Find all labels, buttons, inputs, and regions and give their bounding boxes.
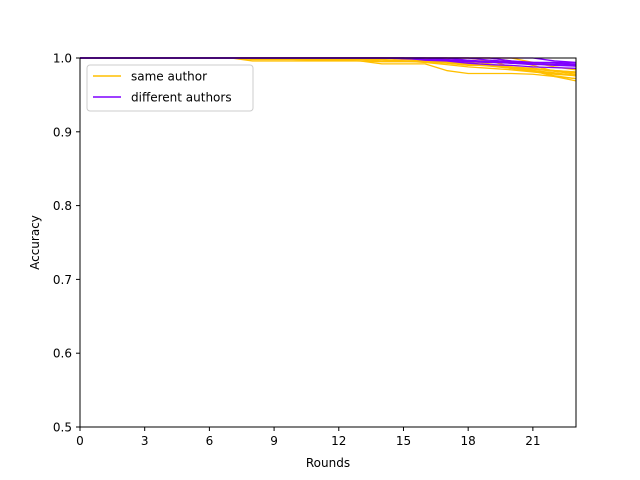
y-tick-label: 0.7 xyxy=(53,273,72,287)
x-axis-label: Rounds xyxy=(306,456,350,470)
y-tick-label: 0.5 xyxy=(53,421,72,435)
x-tick-label: 15 xyxy=(396,434,411,448)
x-tick-label: 6 xyxy=(206,434,214,448)
legend-label-1: different authors xyxy=(131,91,232,105)
x-axis: 0 3 6 9 12 15 18 21 xyxy=(76,427,541,448)
x-tick-label: 21 xyxy=(525,434,540,448)
legend-frame xyxy=(86,64,254,112)
y-tick-label: 0.8 xyxy=(53,199,72,213)
x-tick-label: 3 xyxy=(141,434,149,448)
legend-label-0: same author xyxy=(131,70,207,84)
y-tick-label: 0.6 xyxy=(53,347,72,361)
y-tick-label: 1.0 xyxy=(53,52,72,66)
y-axis-label: Accuracy xyxy=(28,215,42,270)
x-tick-label: 18 xyxy=(461,434,476,448)
x-tick-label: 9 xyxy=(270,434,278,448)
plot-frame xyxy=(79,57,577,428)
x-tick-label: 12 xyxy=(331,434,346,448)
legend: same author different authors xyxy=(86,64,254,112)
y-axis: 0.5 0.6 0.7 0.8 0.9 1.0 xyxy=(53,52,80,435)
y-tick-label: 0.9 xyxy=(53,125,72,139)
x-tick-label: 0 xyxy=(76,434,84,448)
different-authors-series-line-18 xyxy=(80,57,576,69)
same-author-series-line-1 xyxy=(80,57,576,80)
